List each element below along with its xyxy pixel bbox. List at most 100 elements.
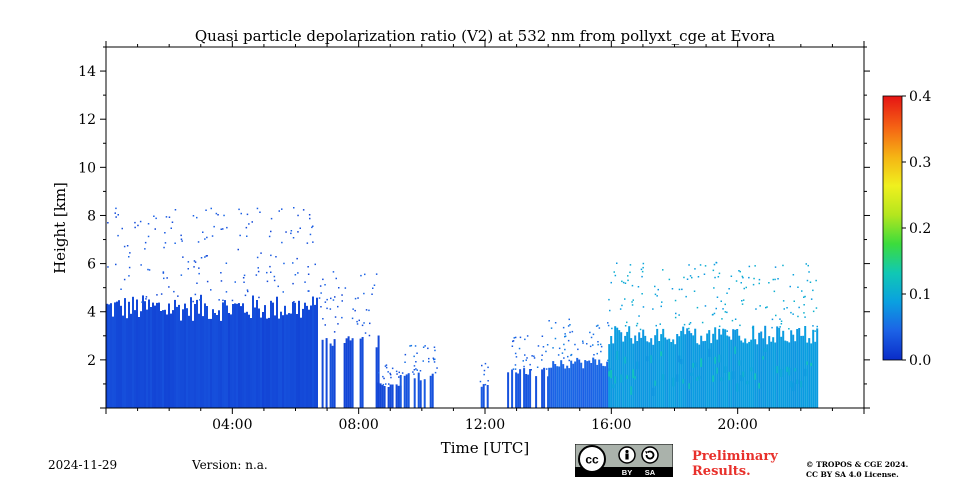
heatmap-speckle bbox=[154, 228, 156, 230]
heatmap-speckle bbox=[804, 368, 807, 377]
heatmap-column bbox=[375, 347, 378, 408]
heatmap-column bbox=[808, 338, 811, 408]
heatmap-speckle bbox=[377, 371, 380, 374]
heatmap-speckle bbox=[181, 240, 183, 242]
heatmap-speckle bbox=[299, 227, 301, 229]
heatmap-column bbox=[343, 343, 346, 408]
heatmap-speckle bbox=[204, 238, 206, 240]
heatmap-column bbox=[272, 302, 274, 408]
heatmap-column bbox=[236, 303, 238, 408]
heatmap-column bbox=[134, 310, 136, 408]
heatmap-speckle bbox=[672, 377, 675, 387]
heatmap-column bbox=[142, 295, 144, 408]
heatmap-speckle bbox=[160, 293, 163, 295]
heatmap-speckle bbox=[550, 327, 553, 329]
heatmap-speckle bbox=[724, 303, 726, 306]
heatmap-column bbox=[650, 338, 653, 408]
heatmap-column bbox=[740, 340, 743, 408]
heatmap-column bbox=[188, 315, 190, 408]
heatmap-speckle bbox=[270, 217, 273, 220]
heatmap-column bbox=[744, 338, 747, 408]
y-tick-label: 12 bbox=[78, 112, 96, 128]
license-line-1: © TROPOS & CGE 2024. bbox=[806, 460, 909, 469]
heatmap-speckle bbox=[708, 348, 711, 357]
heatmap-column bbox=[148, 299, 150, 408]
heatmap-column bbox=[166, 314, 168, 408]
heatmap-speckle bbox=[622, 281, 625, 284]
heatmap-speckle bbox=[805, 263, 807, 265]
heatmap-column bbox=[405, 374, 408, 408]
heatmap-speckle bbox=[753, 277, 755, 280]
heatmap-speckle bbox=[741, 275, 744, 278]
heatmap-speckle bbox=[541, 335, 544, 337]
heatmap-speckle bbox=[654, 285, 656, 288]
heatmap-column bbox=[798, 328, 801, 408]
heatmap-speckle bbox=[487, 366, 489, 369]
heatmap-speckle bbox=[396, 373, 398, 375]
heatmap-column bbox=[600, 363, 603, 408]
heatmap-speckle bbox=[162, 271, 165, 273]
heatmap-speckle bbox=[329, 308, 332, 310]
heatmap-column bbox=[331, 345, 334, 408]
heatmap-speckle bbox=[613, 271, 615, 273]
heatmap-speckle bbox=[297, 214, 299, 217]
heatmap-column bbox=[638, 332, 641, 408]
heatmap-speckle bbox=[117, 234, 119, 237]
heatmap-speckle bbox=[268, 235, 271, 238]
heatmap-speckle bbox=[419, 370, 422, 372]
heatmap-speckle bbox=[738, 270, 740, 272]
heatmap-speckle bbox=[691, 276, 693, 279]
heatmap-column bbox=[270, 300, 272, 408]
heatmap-column bbox=[700, 335, 703, 408]
heatmap-speckle bbox=[780, 323, 783, 325]
heatmap-speckle bbox=[357, 297, 359, 299]
heatmap-speckle bbox=[812, 310, 815, 313]
heatmap-column bbox=[218, 310, 220, 408]
heatmap-speckle bbox=[627, 279, 629, 282]
heatmap-column bbox=[748, 341, 751, 408]
heatmap-speckle bbox=[531, 355, 533, 357]
heatmap-speckle bbox=[333, 331, 336, 333]
heatmap-column bbox=[764, 325, 767, 408]
heatmap-speckle bbox=[624, 282, 627, 284]
heatmap-speckle bbox=[194, 261, 197, 263]
heatmap-speckle bbox=[536, 366, 539, 368]
heatmap-speckle bbox=[629, 271, 631, 274]
heatmap-speckle bbox=[354, 297, 357, 300]
heatmap-speckle bbox=[794, 367, 797, 372]
heatmap-speckle bbox=[678, 288, 681, 291]
heatmap-speckle bbox=[545, 350, 547, 353]
heatmap-column bbox=[232, 304, 234, 408]
heatmap-speckle bbox=[803, 296, 805, 298]
heatmap-column bbox=[554, 364, 557, 408]
heatmap-column bbox=[429, 375, 432, 408]
heatmap-column bbox=[762, 338, 765, 408]
heatmap-speckle bbox=[294, 274, 297, 276]
heatmap-column bbox=[106, 303, 108, 408]
heatmap-speckle bbox=[797, 315, 799, 318]
heatmap-speckle bbox=[630, 386, 633, 395]
heatmap-speckle bbox=[285, 231, 287, 233]
heatmap-speckle bbox=[662, 374, 665, 381]
heatmap-column bbox=[194, 304, 196, 408]
heatmap-column bbox=[529, 369, 532, 408]
heatmap-speckle bbox=[192, 215, 195, 217]
heatmap-speckle bbox=[277, 285, 279, 288]
heatmap-speckle bbox=[121, 227, 123, 230]
heatmap-speckle bbox=[656, 295, 658, 297]
heatmap-speckle bbox=[200, 257, 203, 259]
heatmap-speckle bbox=[712, 313, 714, 316]
heatmap-column bbox=[682, 326, 685, 408]
heatmap-speckle bbox=[173, 290, 175, 293]
heatmap-speckle bbox=[771, 318, 774, 321]
heatmap-speckle bbox=[290, 232, 292, 235]
heatmap-column bbox=[298, 300, 300, 408]
heatmap-speckle bbox=[177, 295, 179, 297]
heatmap-column bbox=[112, 316, 114, 408]
heatmap-speckle bbox=[163, 277, 165, 280]
heatmap-column bbox=[224, 300, 226, 408]
heatmap-column bbox=[726, 335, 729, 408]
heatmap-speckle bbox=[266, 280, 269, 283]
x-tick-label: 12:00 bbox=[465, 417, 505, 433]
